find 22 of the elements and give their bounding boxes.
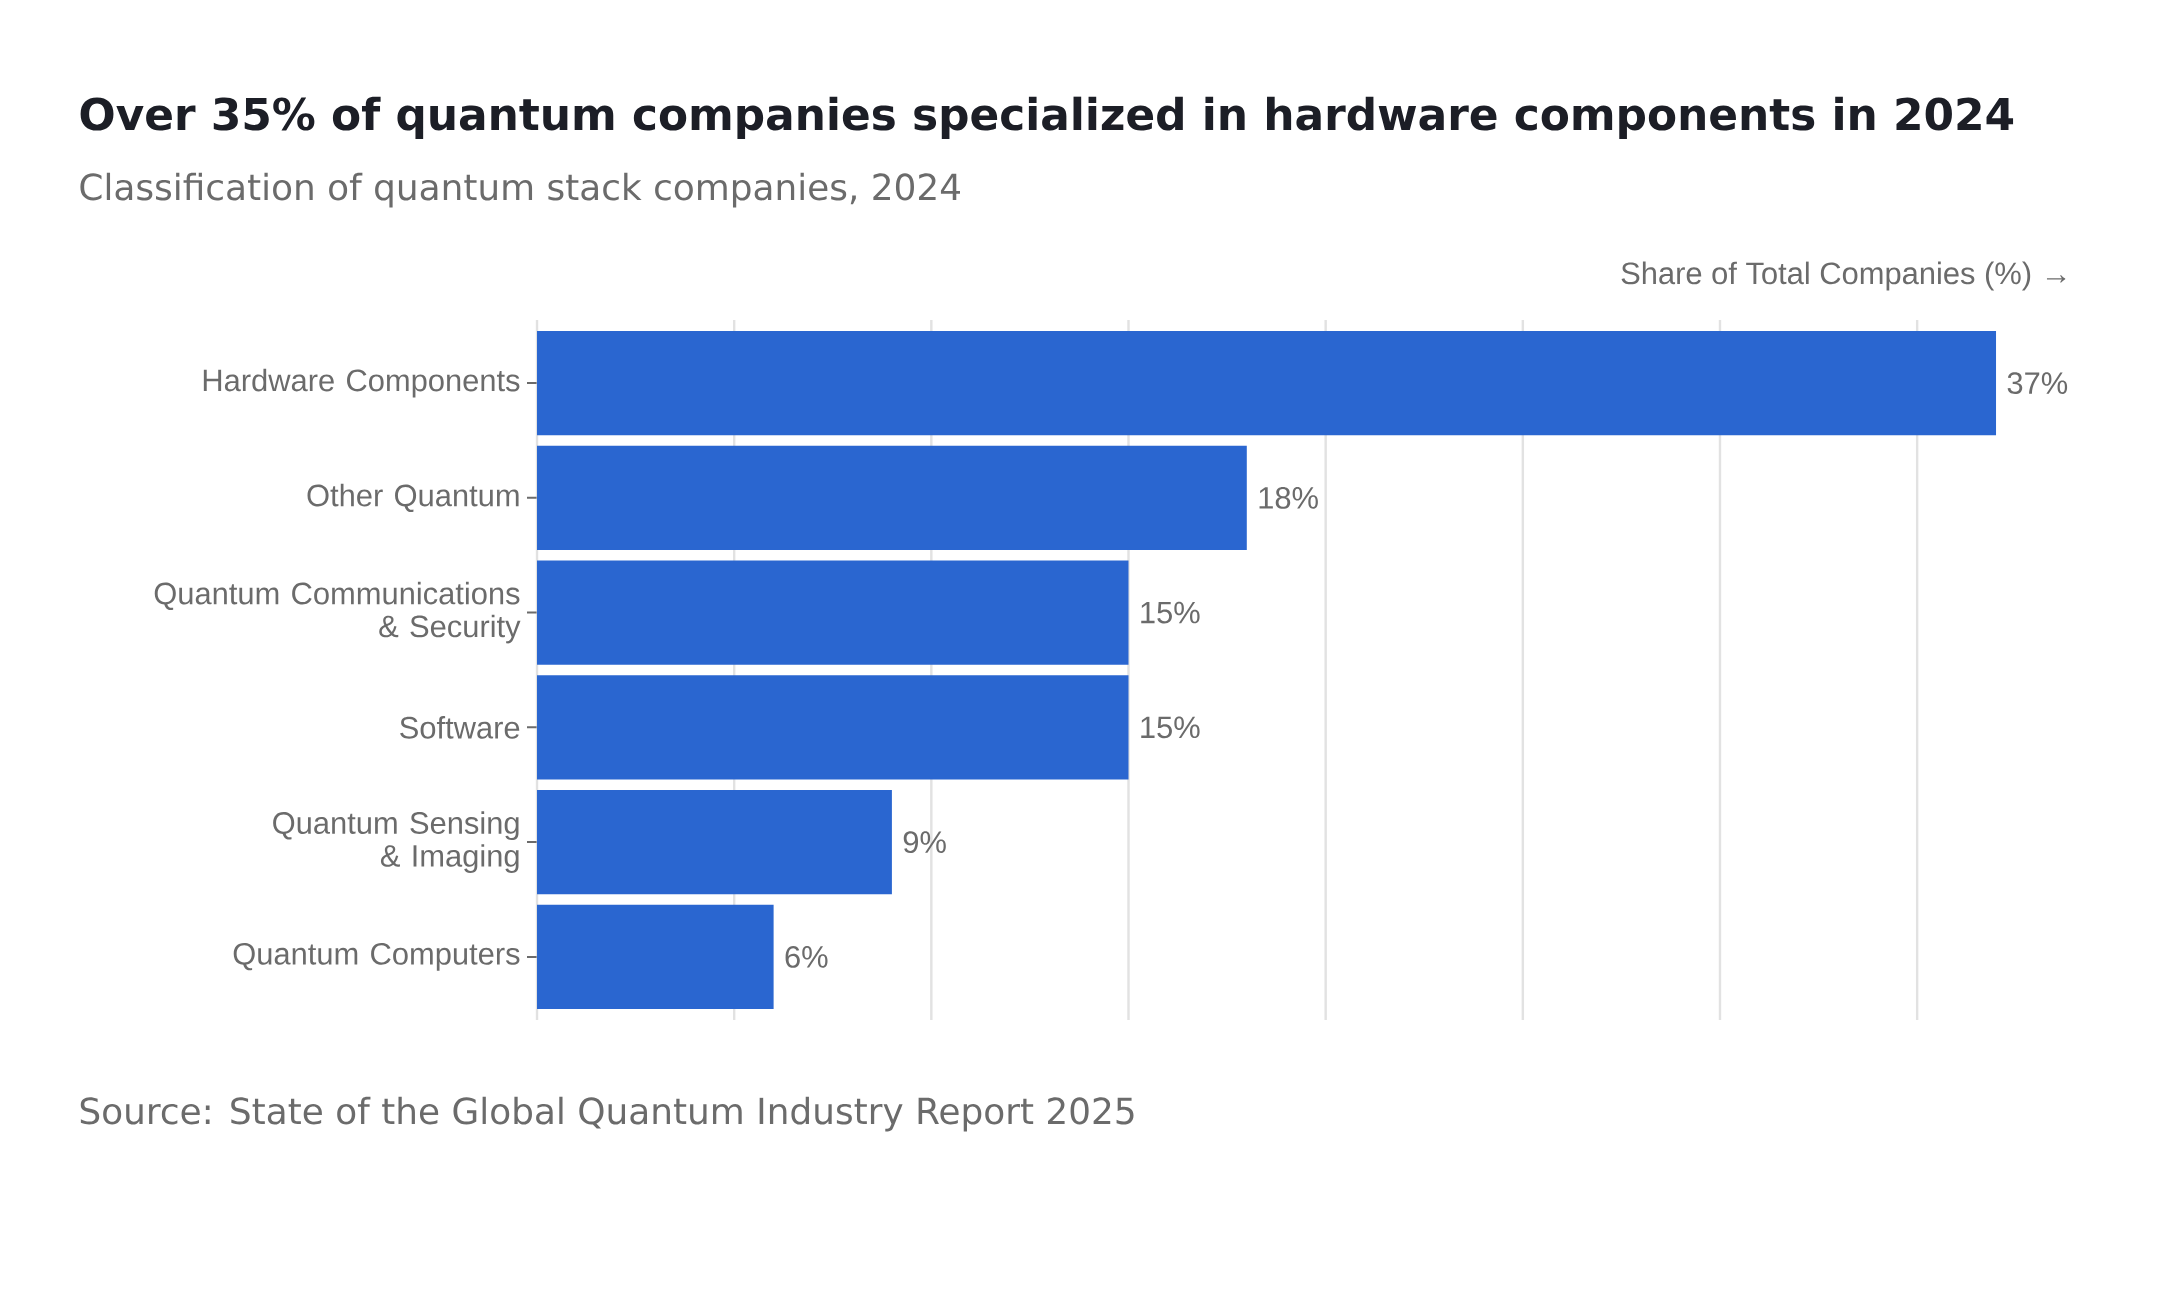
y-tick-label: Quantum Sensing & Imaging <box>273 811 519 873</box>
data-label: 6% <box>785 945 828 968</box>
bar <box>537 445 1247 551</box>
chart-title: Over 35% of quantum companies specialized in hardware components in 2024 <box>80 96 2014 140</box>
bar <box>537 560 1129 665</box>
data-label: 15% <box>1141 716 1200 739</box>
data-label: 9% <box>903 831 946 854</box>
y-tick-label: Quantum Computers <box>233 942 520 971</box>
bar <box>537 330 1997 436</box>
x-axis-title: Share of Total Companies (%) → <box>1621 261 2066 291</box>
data-label: 37% <box>2007 372 2068 395</box>
bar <box>537 789 892 895</box>
y-tick-label: Other Quantum <box>307 483 519 512</box>
data-label: 15% <box>1141 601 1200 624</box>
y-tick-label: Hardware Components <box>203 368 520 398</box>
bar <box>537 904 774 1010</box>
source-note: Source: State of the Global Quantum Industry Report 2025 <box>80 1096 1134 1132</box>
y-tick-label: Software <box>400 716 520 739</box>
bar <box>537 675 1129 780</box>
chart-subtitle: Classification of quantum stack companies, 2024 <box>80 172 960 208</box>
data-label: 18% <box>1259 486 1318 509</box>
y-tick-label: Quantum Communications & Security <box>154 581 521 644</box>
